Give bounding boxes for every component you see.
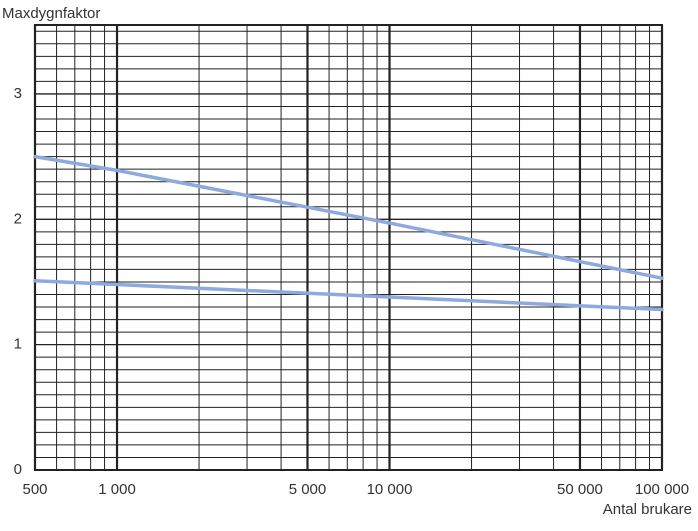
x-tick-label: 100 000 bbox=[635, 481, 689, 498]
x-tick-label: 1 000 bbox=[98, 481, 136, 498]
x-axis-label: Antal brukare bbox=[603, 501, 692, 518]
x-tick-label: 10 000 bbox=[367, 481, 413, 498]
data-line bbox=[33, 154, 664, 280]
y-tick-label: 2 bbox=[14, 210, 22, 227]
data-line bbox=[33, 278, 664, 312]
plot-frame bbox=[34, 24, 663, 471]
y-tick-label: 1 bbox=[14, 336, 22, 353]
x-tick-label: 500 bbox=[22, 481, 47, 498]
y-tick-label: 0 bbox=[14, 461, 22, 478]
x-tick-label: 50 000 bbox=[557, 481, 603, 498]
y-tick-label: 3 bbox=[14, 85, 22, 102]
x-tick-label: 5 000 bbox=[289, 481, 327, 498]
y-axis-label: Maxdygnfaktor bbox=[2, 5, 100, 22]
